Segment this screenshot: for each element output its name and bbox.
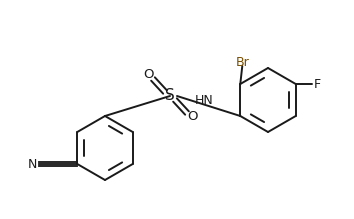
Text: N: N [28, 157, 37, 171]
Text: S: S [165, 88, 175, 104]
Text: Br: Br [235, 57, 249, 69]
Text: HN: HN [194, 94, 213, 106]
Text: O: O [143, 69, 153, 81]
Text: F: F [314, 78, 321, 90]
Text: O: O [187, 111, 197, 124]
